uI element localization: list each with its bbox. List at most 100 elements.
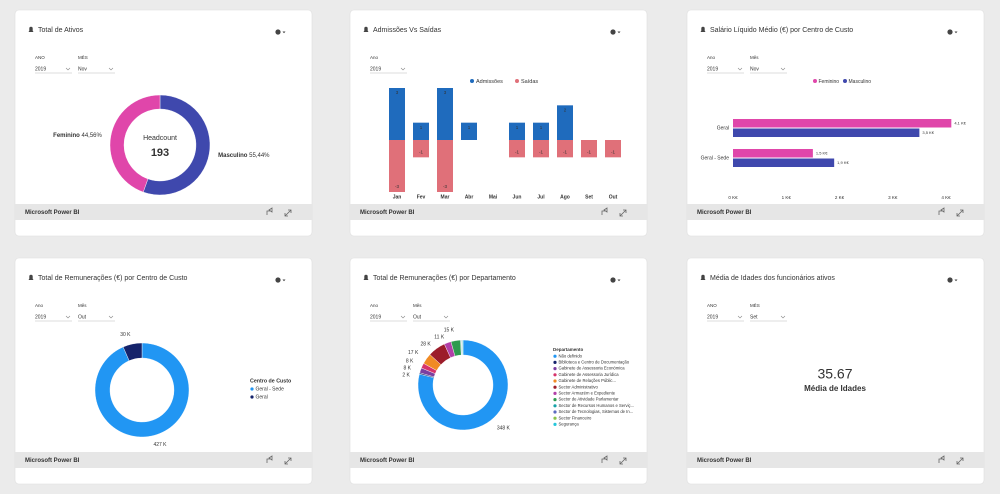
legend-label[interactable]: Segurança bbox=[559, 422, 580, 427]
filter-value[interactable]: 2019 bbox=[707, 314, 718, 320]
share-icon[interactable] bbox=[601, 207, 608, 215]
legend-label[interactable]: Sector Armazém e Expediente bbox=[559, 391, 616, 396]
filter-label: ANO bbox=[35, 55, 45, 60]
expand-icon[interactable] bbox=[284, 209, 292, 217]
filter-value[interactable]: Set bbox=[750, 314, 758, 320]
kpi-value: 35.67 bbox=[817, 366, 852, 382]
settings-caret[interactable] bbox=[617, 31, 621, 34]
legend-label[interactable]: Admissões bbox=[476, 79, 503, 85]
settings-caret[interactable] bbox=[954, 279, 958, 282]
legend-label[interactable]: Sector de Tecnologias, Sistemas de In... bbox=[559, 409, 634, 414]
legend-label[interactable]: Sector Financeiro bbox=[559, 415, 592, 420]
legend-label[interactable]: Masculino bbox=[849, 79, 872, 85]
data-label: 1 bbox=[540, 125, 543, 130]
filter-value[interactable]: 2019 bbox=[35, 314, 46, 320]
label-category: Masculino bbox=[218, 153, 248, 159]
legend-label[interactable]: Sector de Atividade Parlamentar bbox=[559, 397, 620, 402]
legend-label[interactable]: Geral bbox=[256, 394, 268, 400]
label-category: Feminino bbox=[53, 133, 80, 139]
filter-value[interactable]: 2019 bbox=[35, 66, 46, 72]
filter-chevron[interactable] bbox=[443, 315, 449, 319]
settings-icon[interactable] bbox=[610, 277, 616, 283]
label-value: 17 K bbox=[408, 350, 419, 356]
filter-value[interactable]: Nov bbox=[750, 66, 759, 72]
card-background bbox=[14, 9, 313, 237]
filter-label: Ano bbox=[35, 303, 44, 308]
expand-icon[interactable] bbox=[956, 457, 964, 465]
settings-icon[interactable] bbox=[610, 29, 616, 35]
expand-icon[interactable] bbox=[619, 209, 627, 217]
legend-label[interactable]: Gabinete de Assessoria Económica bbox=[559, 366, 626, 371]
filter-value[interactable]: 2019 bbox=[370, 314, 381, 320]
filter-chevron[interactable] bbox=[780, 67, 786, 71]
settings-caret[interactable] bbox=[954, 31, 958, 34]
legend-swatch bbox=[553, 391, 557, 395]
x-tick-label: Abr bbox=[465, 194, 474, 200]
footer-bar bbox=[350, 204, 647, 220]
y-tick-label: Geral - Sede bbox=[701, 155, 730, 161]
settings-caret[interactable] bbox=[282, 31, 286, 34]
expand-icon[interactable] bbox=[619, 457, 627, 465]
share-icon[interactable] bbox=[266, 455, 273, 463]
filter-chevron[interactable] bbox=[65, 67, 71, 71]
data-label: 1,5 K€ bbox=[816, 150, 828, 155]
data-label: 30 K bbox=[120, 333, 131, 339]
label-value: 8 K bbox=[403, 366, 411, 372]
legend-label[interactable]: Sector Administrativo bbox=[559, 384, 599, 389]
data-label: -3 bbox=[443, 184, 447, 189]
filter-chevron[interactable] bbox=[737, 67, 743, 71]
data-label: 348 K bbox=[497, 426, 511, 432]
settings-caret[interactable] bbox=[282, 279, 286, 282]
bar bbox=[413, 140, 429, 158]
label-value: 30 K bbox=[120, 333, 131, 339]
legend-label[interactable]: Geral - Sede bbox=[256, 386, 285, 392]
share-icon[interactable] bbox=[601, 455, 608, 463]
settings-caret[interactable] bbox=[617, 279, 621, 282]
share-icon[interactable] bbox=[938, 207, 945, 215]
share-icon[interactable] bbox=[938, 455, 945, 463]
donut-slice bbox=[462, 339, 464, 356]
share-icon[interactable] bbox=[266, 207, 273, 215]
legend-label[interactable]: Biblioteca e Centro de Documentação bbox=[559, 360, 630, 365]
data-label: 4,1 K€ bbox=[954, 120, 966, 125]
x-tick-label: Ago bbox=[560, 194, 570, 200]
data-label: 1,9 K€ bbox=[837, 160, 849, 165]
filter-chevron[interactable] bbox=[108, 67, 114, 71]
filter-value[interactable]: 2019 bbox=[707, 66, 718, 72]
legend-label[interactable]: Gabinete de Assessoria Jurídica bbox=[559, 372, 620, 377]
filter-value[interactable]: Out bbox=[413, 314, 422, 320]
settings-icon[interactable] bbox=[947, 277, 953, 283]
legend-label[interactable]: Saídas bbox=[521, 79, 538, 85]
filter-value[interactable]: Nov bbox=[78, 66, 87, 72]
settings-icon[interactable] bbox=[275, 29, 281, 35]
data-label: 17 K bbox=[408, 350, 419, 356]
filter-chevron[interactable] bbox=[65, 315, 71, 319]
filter-chevron[interactable] bbox=[737, 315, 743, 319]
filter-chevron[interactable] bbox=[400, 67, 406, 71]
legend-label[interactable]: Não definido bbox=[559, 353, 583, 358]
settings-icon[interactable] bbox=[947, 29, 953, 35]
filter-chevron[interactable] bbox=[400, 315, 406, 319]
legend-swatch bbox=[553, 410, 557, 414]
data-label: -1 bbox=[563, 150, 567, 155]
data-label: 8 K bbox=[406, 359, 414, 365]
expand-icon[interactable] bbox=[956, 209, 964, 217]
legend-label[interactable]: Gabinete de Relações Públic... bbox=[559, 378, 617, 383]
card-background bbox=[349, 9, 648, 237]
expand-icon[interactable] bbox=[284, 457, 292, 465]
bar bbox=[533, 140, 549, 158]
footer-text: Microsoft Power BI bbox=[25, 210, 80, 216]
legend-swatch bbox=[553, 379, 557, 383]
bar bbox=[389, 140, 405, 192]
kpi-label: Média de Idades bbox=[804, 384, 866, 393]
filter-value[interactable]: Out bbox=[78, 314, 87, 320]
footer-bar bbox=[687, 452, 984, 468]
filter-chevron[interactable] bbox=[108, 315, 114, 319]
legend-label[interactable]: Feminino bbox=[819, 79, 840, 85]
legend-swatch bbox=[553, 404, 557, 408]
filter-value[interactable]: 2019 bbox=[370, 66, 381, 72]
legend-swatch bbox=[250, 395, 254, 399]
filter-chevron[interactable] bbox=[780, 315, 786, 319]
settings-icon[interactable] bbox=[275, 277, 281, 283]
legend-label[interactable]: Sector de Recursos Humanos e Serviç... bbox=[559, 403, 635, 408]
